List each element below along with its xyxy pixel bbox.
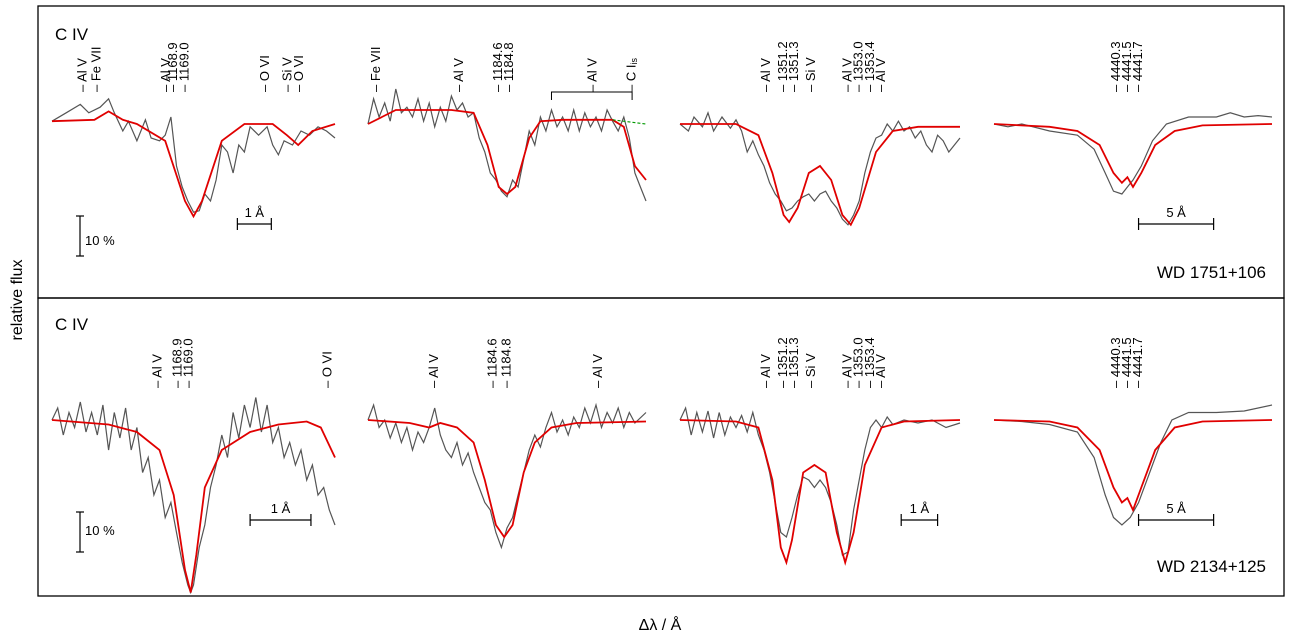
panel-2-4: – 4440.3– 4441.5– 4441.7 5 Å (993, 337, 1273, 526)
line-id-1: – Al V (758, 354, 773, 388)
flux-bar-label: 10 % (85, 233, 115, 248)
line-id-3: – 1351.3 (786, 41, 801, 92)
model-spectrum (367, 419, 647, 539)
line-id-2: – 4441.5 (1119, 337, 1134, 388)
line-id-4: – 1168.9 (165, 42, 180, 92)
model-spectrum (993, 419, 1273, 513)
line-id-2: – 1351.2 (775, 337, 790, 388)
line-id-8: – O VI (291, 55, 306, 92)
model-spectrum (679, 419, 961, 566)
line-id-2: – 4441.5 (1119, 41, 1134, 92)
line-id-2: – 1184.6 (485, 338, 500, 388)
star-label: WD 2134+125 (1157, 557, 1266, 576)
row-frame-top (37, 5, 1285, 299)
line-id-2: – Fe VII (89, 46, 104, 92)
scale-bar-label: 1 Å (910, 501, 930, 516)
model-spectrum (367, 109, 647, 196)
observed-spectrum (367, 402, 647, 550)
panel-1-1: C IV– Al V – Fe VII – Al V– 1168.9– 1169.0… (51, 25, 336, 257)
scale-bar-label: 1 Å (245, 205, 265, 220)
ion-label: C IV (55, 25, 89, 44)
scale-bar-label: 5 Å (1166, 501, 1186, 516)
line-id-1: – Al V (75, 58, 90, 92)
line-id-1: – Fe VII (368, 46, 383, 92)
observed-spectrum (679, 406, 961, 556)
observed-spectrum (367, 88, 647, 202)
scale-bar-label: 1 Å (271, 501, 291, 516)
line-id-6: – 1353.0 (851, 41, 866, 92)
line-id-2: – 1168.9 (169, 338, 184, 388)
panel-1-4: – 4440.3– 4441.5– 4441.7 5 Å (993, 41, 1273, 230)
observed-spectrum (51, 97, 336, 213)
line-id-5: – Al V (839, 354, 854, 388)
line-id-2: – Al V (451, 58, 466, 92)
line-id-3: – 4441.7 (1130, 41, 1145, 92)
blend-bracket (550, 91, 633, 100)
model-spectrum (993, 123, 1273, 189)
flux-bar-label: 10 % (85, 523, 115, 538)
line-id-3: – 1169.0 (181, 338, 196, 388)
model-spectrum (51, 110, 336, 219)
scale-bar-label: 5 Å (1166, 205, 1186, 220)
observed-spectrum (679, 110, 961, 226)
panel-2-3: – Al V – 1351.2– 1351.3– Si V – Al V– 1353… (679, 337, 961, 566)
model-extra-dashed (612, 119, 647, 125)
observed-spectrum (993, 404, 1273, 526)
ion-label: C IV (55, 315, 89, 334)
line-id-3: – Al V (158, 58, 173, 92)
line-id-5: – Al V (839, 58, 854, 92)
panel-2-2: – Al V – 1184.6– 1184.8 – Al V (367, 338, 647, 550)
line-id-7: – 1353.4 (862, 337, 877, 388)
model-spectrum (680, 123, 960, 227)
line-id-3: – 4441.7 (1130, 337, 1145, 388)
line-id-3: – 1351.3 (786, 337, 801, 388)
line-id-4: – Al V (590, 354, 605, 388)
line-id-5: – 1169.0 (176, 42, 191, 92)
line-id-6: – 1353.0 (851, 337, 866, 388)
line-id-1: – Al V (758, 58, 773, 92)
line-id-6: – O VI (257, 55, 272, 92)
x-axis-label: Δλ / Å (639, 615, 682, 634)
line-id-subscript: is (629, 58, 639, 65)
line-id-5: – Al V (585, 58, 600, 92)
line-id-7: – 1353.4 (862, 41, 877, 92)
line-id-6: – C Iis (624, 58, 640, 92)
panel-1-2: – Fe VII – Al V – 1184.6– 1184.8 – Al V – C … (367, 42, 647, 202)
star-label: WD 1751+106 (1157, 263, 1266, 282)
line-id-2: – 1351.2 (775, 41, 790, 92)
line-id-3: – 1184.6 (490, 42, 505, 92)
line-id-1: – 4440.3 (1108, 41, 1123, 92)
line-id-8: – Al V (873, 354, 888, 388)
line-id-7: – Si V (280, 57, 295, 92)
line-id-4: – 1184.8 (501, 42, 516, 92)
line-id-4: – Si V (803, 353, 818, 388)
line-id-3: – 1184.8 (498, 338, 513, 388)
panel-1-3: – Al V – 1351.2– 1351.3– Si V – Al V– 1353… (679, 41, 961, 227)
row-2: WD 2134+125 C IV – Al V – 1168.9– 1169.0 – O… (51, 315, 1273, 595)
line-id-1: – Al V (426, 354, 441, 388)
y-axis-label: relative flux (9, 260, 26, 341)
line-id-4: – Si V (803, 57, 818, 92)
model-spectrum (51, 419, 336, 593)
panel-2-1: C IV – Al V – 1168.9– 1169.0 – O VI 1 Å 10 % (51, 315, 336, 595)
line-id-1: – Al V (150, 354, 165, 388)
line-id-1: – 4440.3 (1108, 337, 1123, 388)
observed-spectrum (51, 397, 336, 595)
row-frame-bottom (37, 297, 1285, 597)
line-id-8: – Al V (873, 58, 888, 92)
line-id-4: – O VI (319, 351, 334, 388)
